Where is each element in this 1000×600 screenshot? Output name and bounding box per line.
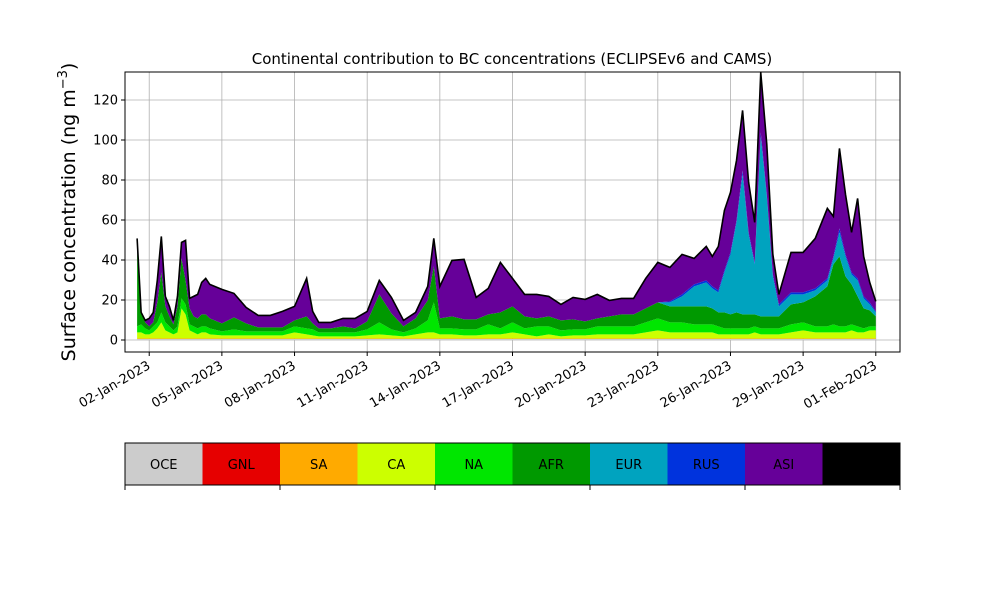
legend-swatch-gnl (202, 443, 280, 485)
area-series-sa (137, 338, 876, 339)
legend-swatch-eur (590, 443, 668, 485)
legend-swatch-aus (822, 443, 900, 485)
area-series-asi (137, 72, 876, 329)
legend-label-ca: CA (387, 458, 405, 473)
legend-swatch-ca (357, 443, 435, 485)
y-tick-label: 120 (93, 94, 118, 109)
total-line-layer (136, 72, 877, 324)
stacked-areas (137, 72, 876, 340)
area-series-na (137, 298, 876, 337)
legend-label-rus: RUS (693, 458, 720, 473)
legend-swatch-rus (667, 443, 745, 485)
y-tick-label: 0 (110, 334, 118, 349)
y-axis-label: Surface concentration (ng m−3) (56, 63, 80, 362)
legend-label-sa: SA (310, 458, 327, 473)
legend-label-eur: EUR (615, 458, 642, 473)
legend-colorbar: OCE GNL SA CA NA AFR EUR RUS ASI AUS (124, 442, 901, 490)
chart-title: Continental contribution to BC concentra… (252, 50, 773, 68)
legend-swatch-afr (512, 443, 590, 485)
y-tick-label: 60 (101, 214, 118, 229)
y-tick-label: 100 (93, 134, 118, 149)
legend-swatch-sa (280, 443, 358, 485)
y-axis-label-superscript: −3 (56, 70, 71, 89)
area-series-oce (137, 339, 876, 340)
legend-label-afr: AFR (539, 458, 564, 473)
legend-label-asi: ASI (773, 458, 794, 473)
area-series-afr (137, 250, 876, 333)
y-tick-label: 80 (101, 174, 118, 189)
legend-frame (124, 442, 901, 486)
legend-label-aus: AUS (848, 458, 875, 473)
y-tick-label: 20 (101, 294, 118, 309)
legend-swatch-oce (125, 443, 203, 485)
y-axis-label-close: ) (58, 63, 80, 70)
area-series-ca (137, 308, 876, 339)
total-concentration-line (136, 72, 877, 324)
legend-label-na: NA (464, 458, 483, 473)
legend-swatch-asi (745, 443, 823, 485)
legend-label-gnl: GNL (228, 458, 256, 473)
y-axis-label-main: Surface concentration (ng m (58, 89, 80, 361)
y-tick-label: 40 (101, 254, 118, 269)
legend-swatch-na (435, 443, 513, 485)
legend-label-oce: OCE (150, 458, 178, 473)
